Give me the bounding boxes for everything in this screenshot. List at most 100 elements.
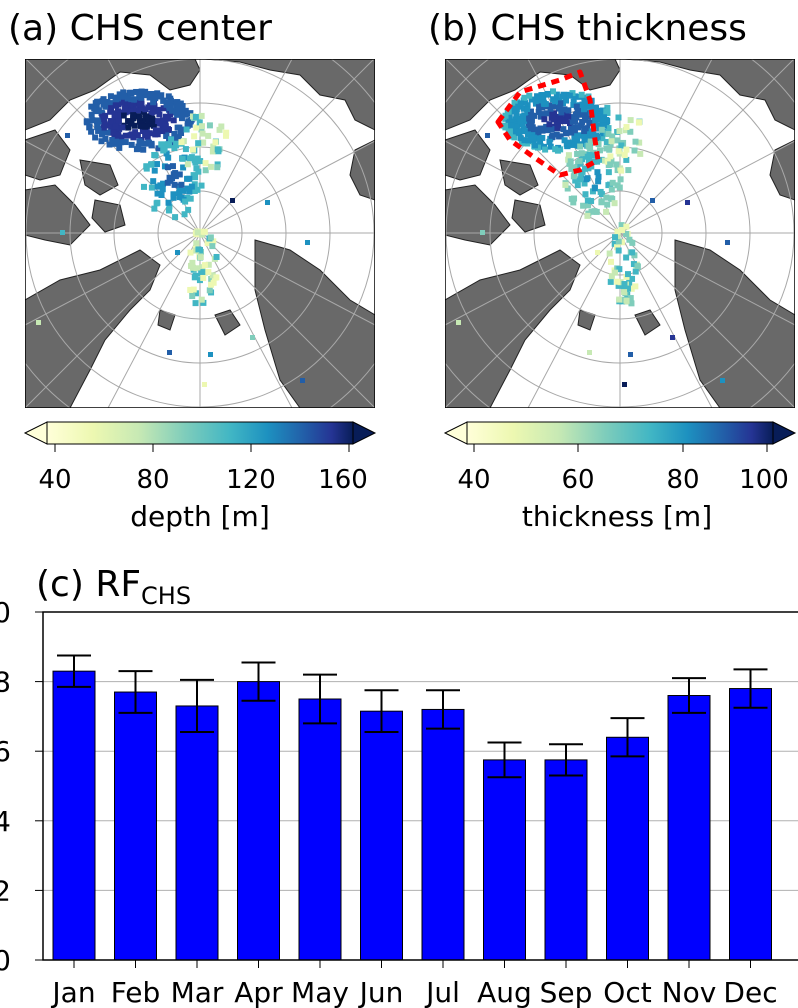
- data-pixel: [535, 132, 542, 139]
- data-pixel: [624, 271, 631, 278]
- data-pixel: [165, 142, 172, 149]
- data-pixel: [127, 101, 134, 108]
- data-pixel: [566, 92, 573, 99]
- colorbar-a: 40 80 120 160 depth [m]: [23, 421, 377, 533]
- colorbar-gradient: [46, 421, 354, 445]
- data-pixel: [192, 159, 199, 166]
- data-pixel: [541, 116, 548, 123]
- data-pixel: [188, 183, 195, 190]
- data-pixel: [585, 142, 592, 149]
- colorbar-a-tick: 80: [136, 465, 169, 495]
- data-pixel: [456, 320, 461, 325]
- colorbar-extend-low: [443, 421, 468, 445]
- data-pixel: [163, 150, 170, 157]
- x-tick-label: Apr: [234, 976, 283, 1008]
- data-pixel: [571, 116, 578, 123]
- data-pixel: [184, 195, 191, 202]
- data-pixel: [614, 278, 621, 285]
- data-pixel: [604, 201, 611, 208]
- data-pixel: [206, 122, 213, 129]
- x-tick-label: Feb: [111, 976, 161, 1008]
- data-pixel: [143, 164, 150, 171]
- colorbar-extend-high: [772, 421, 797, 445]
- data-pixel: [115, 118, 122, 125]
- data-pixel: [178, 109, 185, 116]
- data-pixel: [608, 195, 615, 202]
- data-pixel: [101, 115, 108, 122]
- data-pixel: [142, 113, 149, 120]
- data-pixel: [547, 106, 554, 113]
- data-pixel: [510, 108, 517, 115]
- data-pixel: [116, 125, 123, 132]
- data-pixel: [206, 287, 213, 294]
- data-pixel: [685, 200, 690, 205]
- data-pixel: [99, 131, 106, 138]
- data-pixel: [200, 274, 207, 281]
- panel-c-title: (c) RFCHS: [36, 564, 191, 610]
- data-pixel: [88, 103, 95, 110]
- data-pixel: [149, 115, 156, 122]
- data-pixel: [561, 106, 568, 113]
- bar: [52, 670, 96, 961]
- data-pixel: [572, 177, 579, 184]
- data-pixel: [132, 129, 139, 136]
- data-pixel: [143, 127, 150, 134]
- data-pixel: [627, 128, 634, 135]
- data-pixel: [594, 115, 601, 122]
- data-pixel: [551, 98, 558, 105]
- data-pixel: [605, 130, 612, 137]
- data-pixel: [580, 106, 587, 113]
- data-pixel: [553, 131, 560, 138]
- data-pixel: [603, 139, 610, 146]
- data-pixel: [157, 120, 164, 127]
- data-pixel: [179, 155, 186, 162]
- data-pixel: [611, 240, 618, 247]
- data-pixel: [139, 127, 146, 134]
- bar: [729, 688, 772, 961]
- data-pixel: [570, 173, 577, 180]
- data-pixel: [196, 277, 203, 284]
- data-pixel: [574, 150, 581, 157]
- data-pixel: [615, 238, 622, 245]
- data-pixel: [199, 130, 206, 137]
- data-pixel: [120, 89, 127, 96]
- data-pixel: [107, 93, 114, 100]
- data-pixel: [725, 240, 730, 245]
- x-tick-label: Mar: [171, 976, 224, 1008]
- data-pixel: [223, 132, 230, 139]
- data-pixel: [544, 90, 551, 97]
- data-pixel: [587, 138, 594, 145]
- y-tick-label: 0: [0, 596, 11, 629]
- data-pixel: [149, 108, 156, 115]
- bar: [360, 710, 403, 961]
- data-pixel: [151, 205, 158, 212]
- data-pixel: [583, 99, 590, 106]
- data-pixel: [587, 350, 592, 355]
- data-pixel: [607, 258, 614, 265]
- data-pixel: [565, 107, 572, 114]
- y-tick-label: 8: [0, 666, 11, 699]
- data-pixel: [208, 276, 215, 283]
- data-pixel: [167, 110, 174, 117]
- data-pixel: [83, 119, 90, 126]
- colorbar-a-label: depth [m]: [130, 500, 270, 533]
- data-pixel: [517, 135, 524, 142]
- colorbar-extend-low: [23, 421, 48, 445]
- data-pixel: [187, 110, 194, 117]
- data-pixel: [213, 253, 220, 260]
- data-pixel: [537, 113, 544, 120]
- data-pixel: [119, 124, 126, 131]
- data-pixel: [623, 230, 630, 237]
- data-pixel: [133, 88, 140, 95]
- data-pixel: [171, 130, 178, 137]
- data-pixel: [519, 113, 526, 120]
- data-pixel: [526, 115, 533, 122]
- data-pixel: [536, 103, 543, 110]
- data-pixel: [573, 141, 580, 148]
- data-pixel: [154, 90, 161, 97]
- data-pixel: [176, 194, 183, 201]
- data-pixel: [528, 96, 535, 103]
- data-pixel: [177, 100, 184, 107]
- data-pixel: [598, 156, 605, 163]
- data-pixel: [611, 200, 618, 207]
